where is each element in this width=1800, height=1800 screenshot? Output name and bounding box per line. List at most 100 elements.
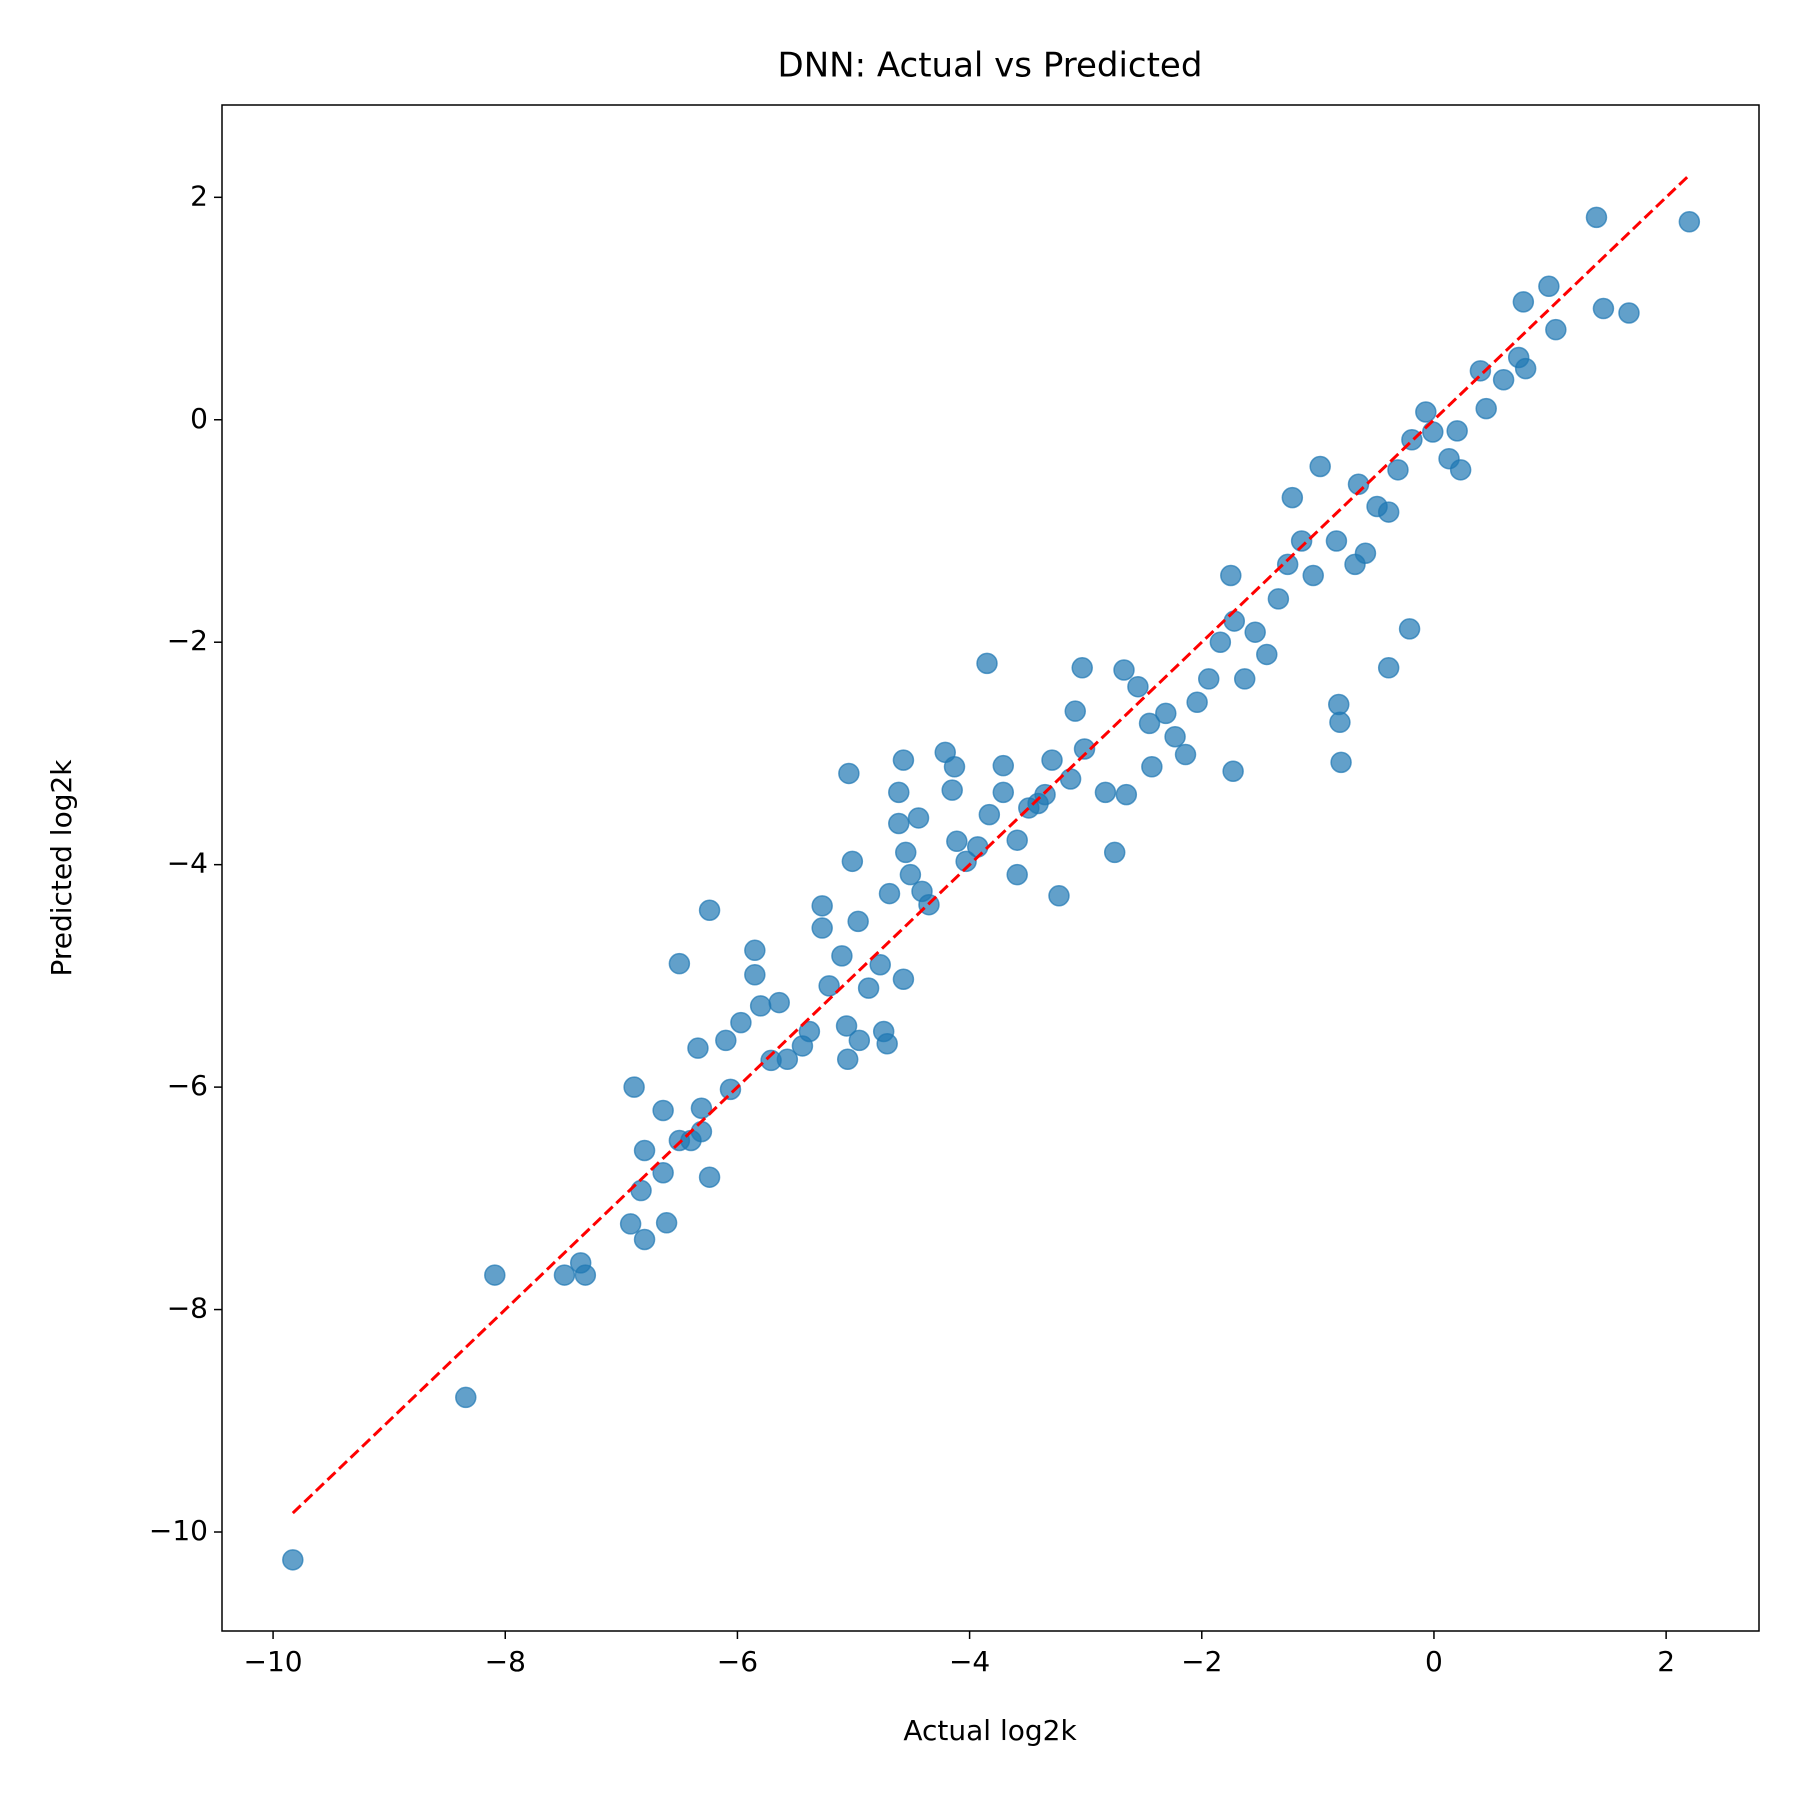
point: [1354, 542, 1377, 564]
point: [776, 1048, 799, 1071]
point: [630, 1179, 652, 1202]
point: [888, 812, 910, 835]
point: [992, 781, 1015, 804]
x-axis-label: Actual log2k: [903, 1714, 1077, 1747]
point: [876, 1032, 898, 1055]
point: [878, 882, 901, 905]
point: [1141, 756, 1163, 778]
point: [768, 991, 790, 1014]
point: [1492, 368, 1515, 391]
point: [1174, 743, 1197, 766]
point: [1244, 621, 1266, 643]
point: [1222, 760, 1244, 782]
point: [1545, 318, 1567, 341]
point: [1113, 659, 1135, 681]
point: [668, 952, 691, 975]
point: [1309, 455, 1331, 478]
point: [623, 1076, 645, 1098]
point: [888, 781, 910, 804]
point: [1073, 738, 1096, 760]
point: [484, 1264, 506, 1286]
point: [655, 1212, 678, 1234]
point: [976, 652, 998, 675]
y-tick-label: −6: [167, 1069, 208, 1102]
point: [1059, 768, 1082, 790]
point: [1618, 302, 1640, 324]
x-tick-label: −2: [1181, 1645, 1222, 1678]
point: [1127, 675, 1149, 698]
y-tick-label: −8: [167, 1292, 208, 1325]
point: [1422, 421, 1444, 443]
point: [1538, 275, 1560, 298]
point: [455, 1386, 477, 1409]
point: [1387, 459, 1409, 481]
point: [1377, 657, 1400, 679]
y-tick-label: −10: [149, 1514, 208, 1547]
y-tick-label: 0: [190, 402, 208, 435]
point: [1415, 401, 1437, 423]
point: [744, 964, 766, 986]
point: [1155, 702, 1177, 725]
point: [1330, 751, 1352, 774]
point: [719, 1078, 742, 1101]
y-axis-label: Predicted log2k: [45, 759, 78, 977]
point: [749, 995, 772, 1017]
x-tick-label: −6: [717, 1645, 758, 1678]
point: [1446, 420, 1468, 442]
point: [811, 895, 833, 917]
y-tick-label: −2: [167, 624, 208, 657]
point: [869, 954, 891, 976]
point: [1164, 726, 1186, 748]
point: [1233, 668, 1256, 690]
point: [1512, 291, 1535, 313]
point: [1276, 553, 1299, 576]
point: [1325, 530, 1348, 552]
point: [978, 803, 1001, 826]
point: [1094, 781, 1117, 804]
point: [652, 1099, 674, 1122]
point: [1064, 700, 1086, 722]
point: [698, 1166, 721, 1188]
point: [690, 1097, 713, 1119]
point: [955, 850, 977, 873]
x-tick-label: −10: [244, 1645, 303, 1678]
point: [1328, 693, 1350, 716]
point: [687, 1037, 709, 1059]
point: [1256, 643, 1278, 666]
point: [992, 754, 1015, 777]
point: [652, 1162, 674, 1184]
point: [569, 1252, 592, 1274]
point: [1103, 841, 1126, 864]
point: [633, 1228, 656, 1251]
point: [1475, 397, 1497, 420]
point: [633, 1139, 656, 1162]
point: [835, 1015, 858, 1037]
point: [715, 1029, 737, 1052]
x-tick-label: 0: [1425, 1645, 1443, 1678]
point: [1267, 588, 1290, 610]
point: [1290, 530, 1313, 552]
point: [941, 779, 963, 801]
point: [943, 756, 966, 778]
y-tick-label: 2: [190, 179, 208, 212]
point: [730, 1011, 752, 1034]
point: [946, 830, 968, 853]
point: [1514, 357, 1537, 380]
point: [698, 899, 721, 922]
point: [619, 1213, 642, 1235]
point: [848, 1029, 871, 1052]
point: [1678, 211, 1701, 233]
point: [744, 939, 766, 962]
chart-title: DNN: Actual vs Predicted: [778, 46, 1203, 86]
point: [1592, 297, 1615, 320]
point: [899, 863, 922, 886]
point: [1281, 486, 1304, 509]
point: [907, 807, 930, 829]
point: [1585, 206, 1608, 229]
point: [857, 977, 880, 999]
point: [841, 850, 864, 873]
point: [1197, 668, 1220, 690]
point: [818, 975, 840, 997]
